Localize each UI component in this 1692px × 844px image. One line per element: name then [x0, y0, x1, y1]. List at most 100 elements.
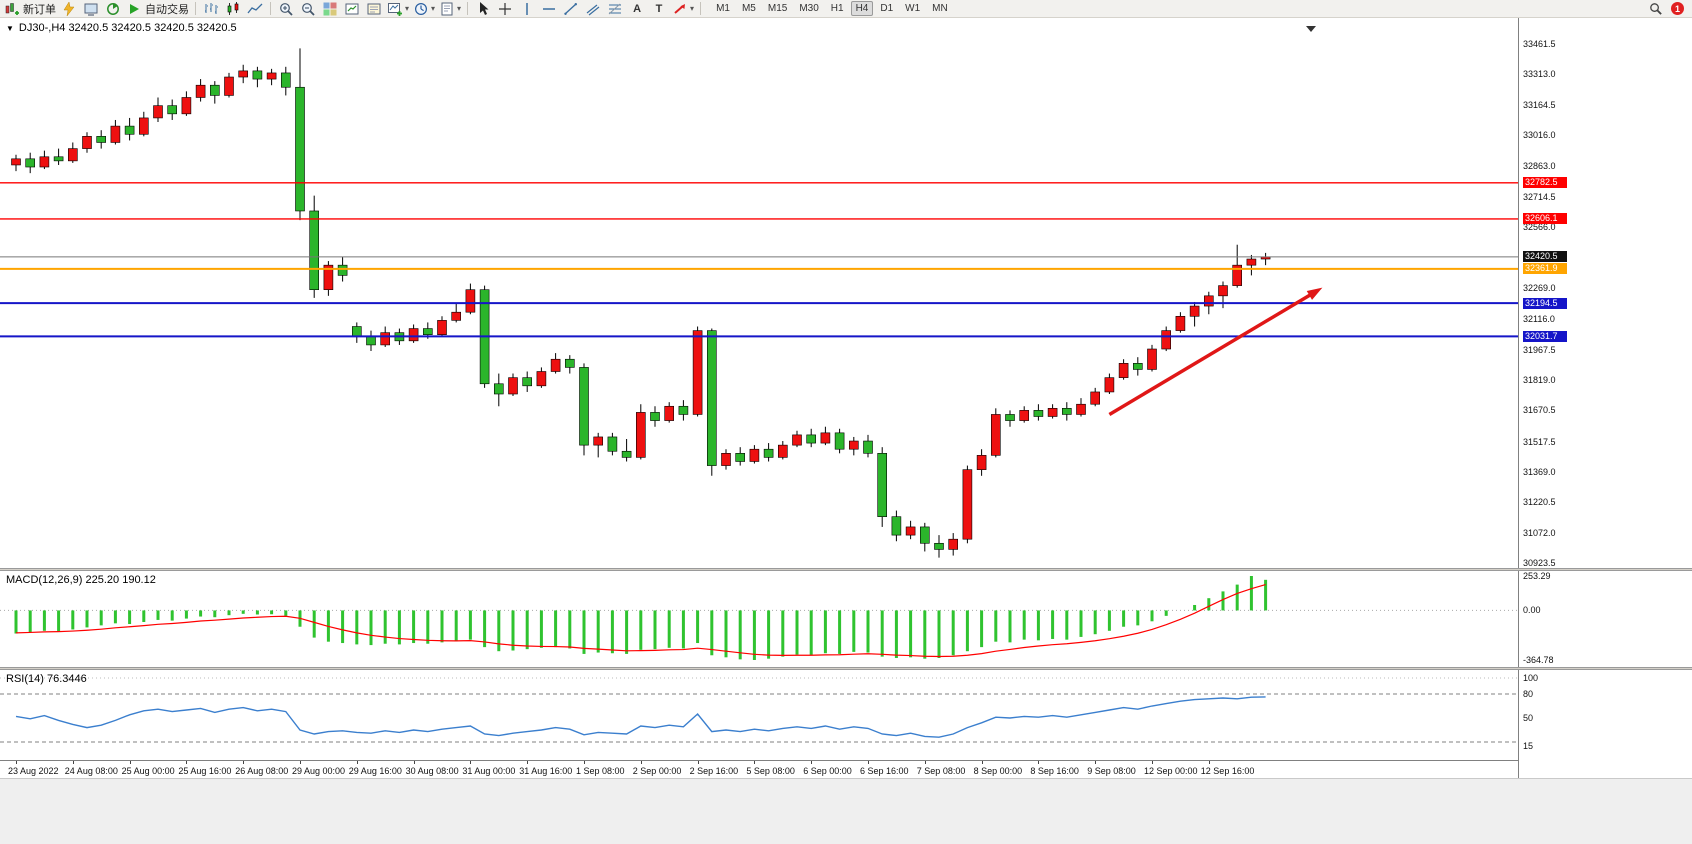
- text-button[interactable]: A: [626, 1, 648, 17]
- time-label: 2 Sep 16:00: [689, 766, 739, 776]
- chart-shift-marker-icon[interactable]: [1306, 26, 1316, 32]
- macd-histogram-bar: [639, 610, 643, 650]
- candle: [465, 289, 476, 313]
- terminal-button[interactable]: [80, 1, 102, 17]
- templates-button[interactable]: ▾: [437, 1, 463, 17]
- macd-histogram-bar: [113, 610, 117, 624]
- candle: [1204, 295, 1214, 307]
- candlestick-chart-button[interactable]: [222, 1, 244, 17]
- candle: [522, 377, 533, 387]
- macd-histogram-bar: [1150, 610, 1154, 622]
- macd-histogram-bar: [752, 610, 756, 660]
- profiles-button[interactable]: [363, 1, 385, 17]
- candle: [124, 125, 135, 135]
- rsi-axis-label: 80: [1523, 689, 1534, 699]
- auto-trading-button[interactable]: 自动交易: [124, 1, 191, 17]
- macd-histogram-bar: [554, 610, 558, 648]
- timeframe-w1[interactable]: W1: [905, 3, 921, 14]
- strategy-tester-icon: [107, 2, 119, 15]
- time-tick: [640, 761, 642, 764]
- arrows-button[interactable]: ▾: [670, 1, 696, 17]
- panel-splitter[interactable]: [0, 568, 1692, 571]
- bar-chart-button[interactable]: [200, 1, 222, 17]
- periods-button[interactable]: ▾: [411, 1, 437, 17]
- candle: [905, 526, 916, 536]
- timeframe-mn[interactable]: MN: [932, 3, 948, 14]
- timeframe-m15[interactable]: M15: [767, 3, 788, 14]
- notification-badge[interactable]: 1: [1671, 2, 1684, 15]
- tile-windows-button[interactable]: [319, 1, 341, 17]
- candle: [1104, 377, 1115, 393]
- price-axis[interactable]: 33461.5 33313.0 33164.5 33016.0 32863.0 32714…: [1518, 18, 1692, 778]
- macd-histogram-bar: [99, 610, 103, 626]
- price-tag: 32361.9: [1523, 263, 1567, 275]
- arrows-dropdown-caret[interactable]: ▾: [690, 4, 695, 13]
- time-axis[interactable]: 23 Aug 2022 24 Aug 08:00 25 Aug 00:00 25 Au…: [0, 760, 1518, 778]
- indicators-dropdown-caret[interactable]: ▾: [405, 4, 410, 13]
- timeframe-h1[interactable]: H1: [830, 3, 844, 14]
- periods-dropdown-caret[interactable]: ▾: [431, 4, 436, 13]
- rsi-chart[interactable]: [0, 670, 1518, 760]
- candle: [1090, 391, 1100, 405]
- macd-histogram-bar: [923, 610, 927, 659]
- candle: [380, 332, 391, 346]
- indicators-button[interactable]: ▾: [385, 1, 411, 17]
- macd-histogram-bar: [894, 610, 898, 658]
- timeframe-h4[interactable]: H4: [850, 1, 874, 16]
- price-axis-label: 33016.0: [1523, 130, 1556, 141]
- fibonacci-button[interactable]: [604, 1, 626, 17]
- time-tick: [129, 761, 131, 764]
- price-axis-label: 33313.0: [1523, 69, 1556, 80]
- metaeditor-button[interactable]: [58, 0, 80, 17]
- price-tag: 32031.7: [1523, 330, 1567, 342]
- candle: [962, 469, 973, 540]
- candle: [763, 448, 774, 458]
- zoom-out-button[interactable]: [297, 1, 319, 17]
- price-chart[interactable]: [0, 18, 1518, 568]
- crosshair-button[interactable]: [494, 1, 516, 17]
- panel-splitter[interactable]: [0, 667, 1692, 670]
- macd-histogram-bar: [270, 610, 274, 615]
- candle: [53, 156, 64, 162]
- vertical-line-button[interactable]: [516, 1, 538, 17]
- new-order-button[interactable]: 新订单: [2, 1, 58, 17]
- trend-arrow[interactable]: [1108, 290, 1317, 416]
- timeframe-d1[interactable]: D1: [880, 3, 894, 14]
- strategy-tester-button[interactable]: [102, 1, 124, 17]
- candle: [1047, 408, 1058, 417]
- timeframe-m5[interactable]: M5: [741, 3, 756, 14]
- macd-histogram-bar: [1051, 610, 1055, 639]
- line-chart-button[interactable]: [244, 1, 266, 17]
- horizontal-line-button[interactable]: [538, 1, 560, 17]
- time-tick: [356, 761, 358, 764]
- zoom-in-button[interactable]: [275, 1, 297, 17]
- equidistant-channel-button[interactable]: [582, 1, 604, 17]
- macd-histogram-bar: [1122, 610, 1126, 627]
- macd-chart[interactable]: [0, 571, 1518, 667]
- vertical-line-icon: [526, 2, 528, 15]
- trendline-button[interactable]: [560, 1, 582, 17]
- bar-chart-icon: [205, 2, 218, 14]
- macd-histogram-bar: [227, 610, 231, 616]
- timeframe-m30[interactable]: M30: [799, 3, 819, 14]
- rsi-name: RSI(14): [6, 673, 44, 685]
- macd-histogram-bar: [852, 610, 856, 652]
- chart-title-text: DJ30-,H4 32420.5 32420.5 32420.5 32420.5: [18, 22, 237, 34]
- new-chart-window-button[interactable]: [341, 1, 363, 17]
- candle: [919, 526, 930, 544]
- candle: [1218, 285, 1228, 297]
- cursor-button[interactable]: [472, 1, 494, 17]
- zoom-out-icon: [302, 2, 315, 16]
- candle: [323, 264, 334, 291]
- time-label: 7 Sep 08:00: [916, 766, 966, 776]
- templates-dropdown-caret[interactable]: ▾: [457, 4, 462, 13]
- time-tick: [470, 761, 472, 764]
- macd-histogram-bar: [426, 610, 430, 644]
- collapse-icon[interactable]: ▼: [6, 23, 14, 33]
- macd-histogram-bar: [241, 610, 245, 614]
- search-icon[interactable]: [1648, 1, 1663, 16]
- macd-histogram-bar: [1221, 591, 1225, 611]
- text-label-button[interactable]: T: [648, 1, 670, 17]
- candle: [664, 405, 675, 421]
- timeframe-m1[interactable]: M1: [716, 3, 730, 14]
